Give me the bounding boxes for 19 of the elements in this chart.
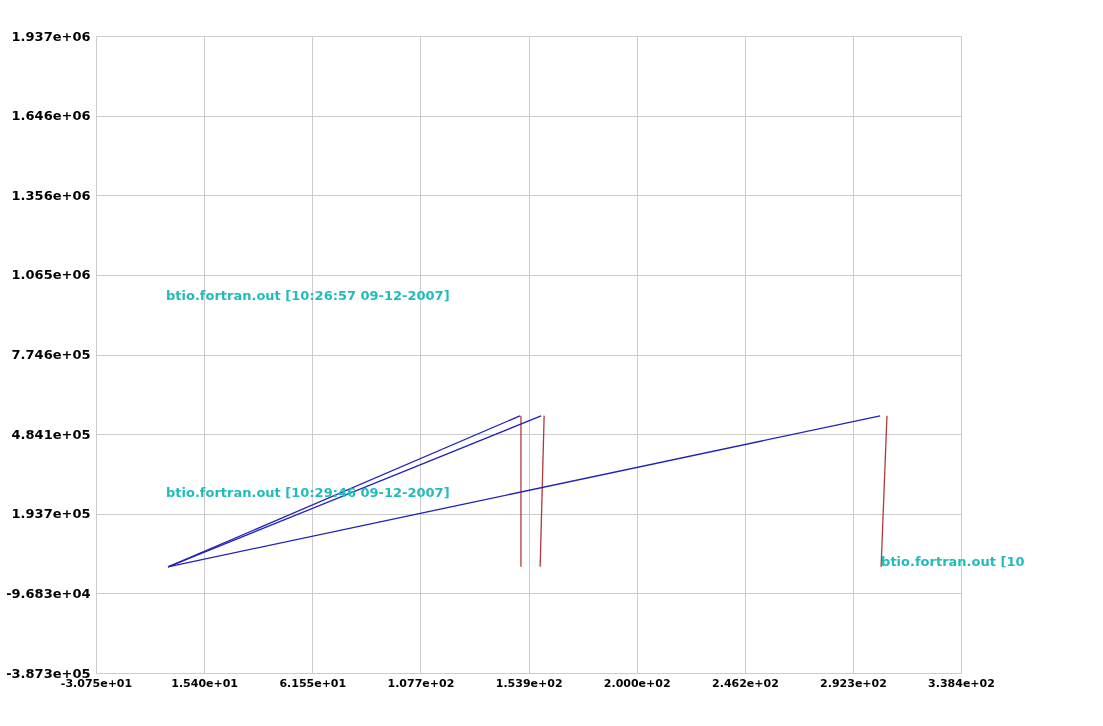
y-tick-label: 1.937e+06 — [11, 28, 91, 44]
y-tick-label: 1.937e+05 — [11, 506, 91, 522]
annotation: btio.fortran.out [10 — [881, 553, 1025, 569]
x-tick-label: 2.462e+02 — [712, 676, 779, 690]
x-tick-label: 6.155e+01 — [279, 676, 347, 690]
x-tick-label: 1.540e+01 — [171, 676, 239, 690]
y-tick-label: 4.841e+05 — [11, 426, 91, 442]
x-tick-label: 2.923e+02 — [820, 676, 887, 690]
y-tick-label: 1.356e+06 — [11, 187, 91, 203]
y-tick-label: -9.683e+04 — [6, 585, 91, 601]
x-tick-label: 1.539e+02 — [495, 676, 563, 690]
x-tick-label: -3.075e+01 — [60, 676, 133, 690]
y-tick-label: 7.746e+05 — [11, 347, 91, 363]
y-tick-label: 1.646e+06 — [11, 108, 91, 124]
annotation: btio.fortran.out [10:26:57 09-12-2007] — [166, 288, 450, 303]
y-tick-label: 1.065e+06 — [11, 267, 91, 283]
x-tick-label: 2.000e+02 — [603, 676, 671, 690]
x-tick-label: 3.384e+02 — [928, 676, 995, 690]
x-tick-label: 1.077e+02 — [387, 676, 455, 690]
